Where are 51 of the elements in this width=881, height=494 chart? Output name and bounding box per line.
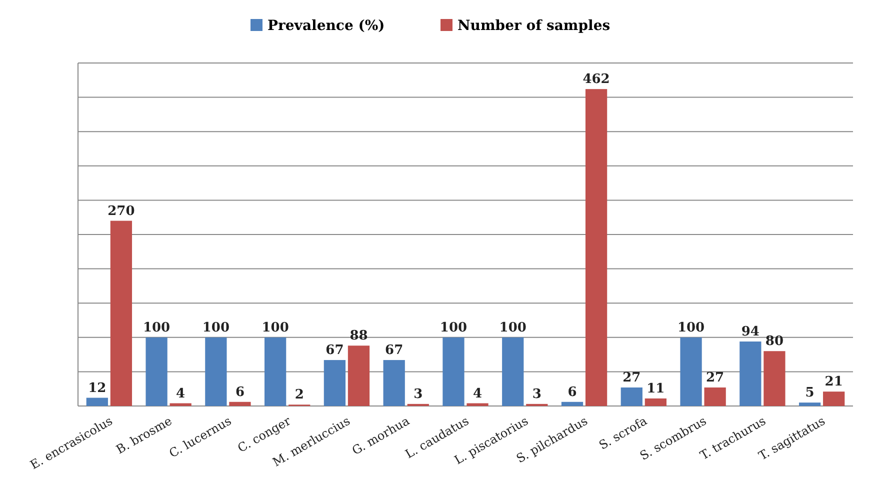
data-label: 27 [706, 370, 724, 386]
bar [146, 337, 168, 406]
bar [348, 346, 370, 406]
data-label: 100 [142, 320, 170, 336]
data-label: 67 [326, 343, 344, 358]
bar [644, 398, 666, 406]
data-label: 12 [88, 380, 106, 396]
bar [823, 392, 845, 406]
data-label: 3 [532, 386, 542, 402]
bar [442, 337, 464, 406]
data-label: 27 [622, 370, 641, 386]
data-label: 94 [741, 324, 760, 340]
data-label: 6 [568, 384, 577, 400]
data-label: 100 [202, 320, 230, 336]
data-label: 100 [499, 320, 526, 336]
data-label: 4 [176, 386, 186, 402]
data-label: 67 [385, 343, 404, 358]
data-label: 4 [472, 386, 482, 402]
data-label: 6 [235, 384, 244, 400]
bar [798, 402, 821, 406]
legend-label: Number of samples [458, 18, 610, 34]
data-label: 462 [582, 72, 610, 88]
data-label: 80 [765, 334, 784, 350]
data-label: 11 [646, 381, 665, 396]
bar [680, 337, 702, 406]
bar [170, 403, 192, 406]
bar [383, 360, 405, 406]
data-label: 21 [824, 374, 843, 390]
bar [264, 337, 286, 406]
bar [585, 89, 608, 406]
bar [740, 342, 762, 406]
bar [466, 403, 488, 406]
data-label: 5 [805, 386, 814, 401]
bar [229, 402, 251, 406]
data-label: 100 [262, 320, 289, 336]
bar [620, 387, 642, 406]
bar [704, 387, 726, 406]
bar [205, 337, 227, 406]
data-label: 100 [677, 320, 705, 336]
bar [561, 402, 584, 406]
data-label: 270 [108, 204, 135, 219]
data-label: 88 [350, 328, 368, 344]
bar [502, 337, 524, 406]
data-label: 2 [294, 388, 304, 403]
bar [324, 360, 346, 406]
data-label: 100 [440, 320, 468, 336]
bar [764, 351, 786, 406]
legend-label: Prevalence (%) [268, 18, 385, 34]
data-label: 3 [414, 386, 423, 402]
bar [86, 398, 108, 406]
bar [110, 220, 132, 406]
